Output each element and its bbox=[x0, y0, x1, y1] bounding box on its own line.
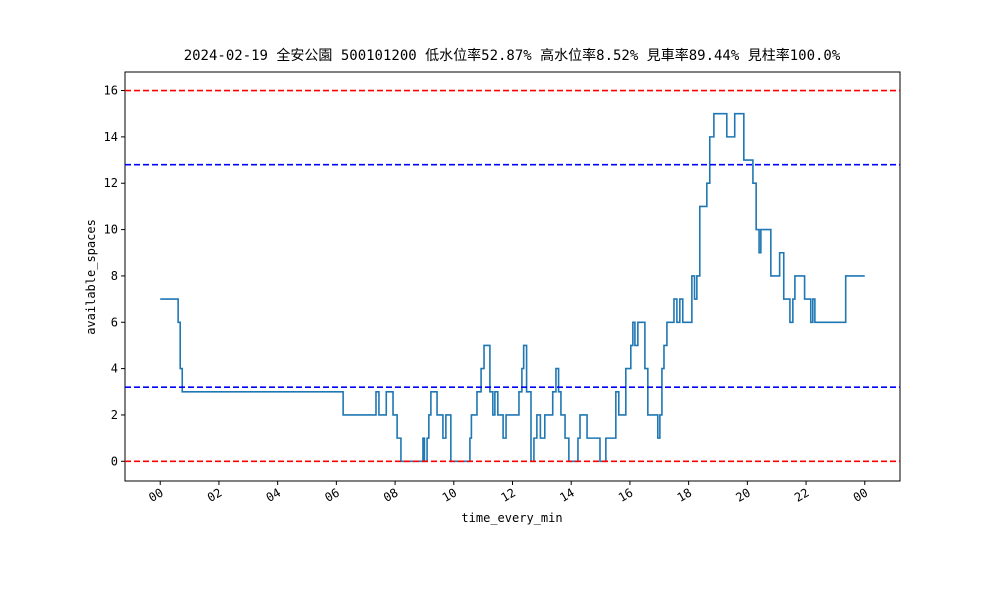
x-tick-label: 22 bbox=[792, 485, 812, 504]
y-tick-label: 12 bbox=[104, 176, 118, 190]
x-tick-label: 06 bbox=[322, 485, 342, 504]
y-tick-label: 4 bbox=[111, 362, 118, 376]
x-tick-label: 12 bbox=[498, 485, 518, 504]
x-axis-label: time_every_min bbox=[461, 511, 562, 525]
x-tick-label: 14 bbox=[557, 485, 577, 504]
y-tick-label: 16 bbox=[104, 84, 118, 98]
y-tick-label: 10 bbox=[104, 223, 118, 237]
y-tick-label: 6 bbox=[111, 315, 118, 329]
y-tick-label: 8 bbox=[111, 269, 118, 283]
x-tick-label: 20 bbox=[733, 485, 753, 504]
chart-title: 2024-02-19 全安公園 500101200 低水位率52.87% 高水位… bbox=[184, 47, 841, 64]
y-tick-label: 0 bbox=[111, 454, 118, 468]
x-tick-label: 16 bbox=[616, 485, 636, 504]
x-tick-label: 00 bbox=[146, 485, 166, 504]
x-tick-label: 18 bbox=[675, 485, 695, 504]
x-tick-label: 02 bbox=[205, 485, 225, 504]
y-tick-label: 14 bbox=[104, 130, 118, 144]
data-line bbox=[160, 112, 865, 463]
x-tick-label: 10 bbox=[440, 485, 460, 504]
y-tick-label: 2 bbox=[111, 408, 118, 422]
x-tick-label: 04 bbox=[264, 485, 284, 504]
y-axis-label: available_spaces bbox=[84, 219, 98, 335]
x-tick-label: 00 bbox=[851, 485, 871, 504]
x-tick-label: 08 bbox=[381, 485, 401, 504]
